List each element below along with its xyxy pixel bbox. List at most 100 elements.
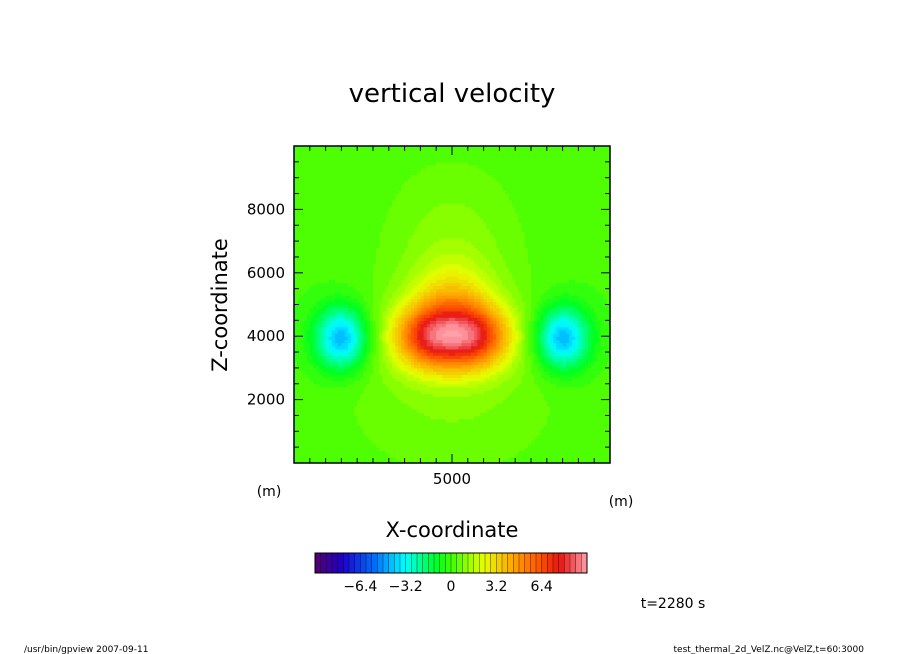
heatmap-cell <box>578 339 583 344</box>
heatmap-cell <box>480 304 485 309</box>
heatmap-cell <box>366 371 371 375</box>
heatmap-cell <box>322 428 327 432</box>
heatmap-cell <box>477 348 482 353</box>
heatmap-cell <box>341 339 346 344</box>
heatmap-cell <box>331 447 336 451</box>
heatmap-cell <box>433 361 437 366</box>
heatmap-cell <box>581 342 586 347</box>
heatmap-cell <box>502 364 507 369</box>
heatmap-cell <box>512 447 516 451</box>
heatmap-cell <box>376 421 380 426</box>
heatmap-cell <box>597 459 602 463</box>
heatmap-cell <box>581 336 586 340</box>
heatmap-cell <box>360 402 365 407</box>
heatmap-cell <box>328 345 333 350</box>
heatmap-cell <box>534 326 538 331</box>
heatmap-cell <box>338 459 342 463</box>
heatmap-cell <box>470 424 475 429</box>
heatmap-cell <box>455 437 459 442</box>
heatmap-cell <box>395 361 399 366</box>
heatmap-cell <box>303 336 308 340</box>
heatmap-cell <box>420 443 425 448</box>
heatmap-cell <box>312 364 317 369</box>
heatmap-cell <box>366 459 371 463</box>
heatmap-cell <box>344 402 349 407</box>
heatmap-cell <box>354 421 358 426</box>
heatmap-cell <box>306 374 311 379</box>
heatmap-cell <box>417 348 421 353</box>
heatmap-cell <box>382 424 387 429</box>
heatmap-cell <box>379 352 384 356</box>
heatmap-cell <box>312 450 317 455</box>
heatmap-cell <box>401 314 406 318</box>
heatmap-cell <box>505 342 510 347</box>
heatmap-cell <box>452 428 456 432</box>
heatmap-cell <box>395 380 399 385</box>
heatmap-cell <box>502 339 507 344</box>
heatmap-cell <box>540 320 545 325</box>
heatmap-cell <box>306 323 311 328</box>
heatmap-cell <box>414 415 418 420</box>
heatmap-cell <box>477 377 482 382</box>
heatmap-cell <box>328 377 333 382</box>
heatmap-cell <box>379 456 384 461</box>
heatmap-cell <box>328 310 333 315</box>
heatmap-cell <box>515 390 519 394</box>
heatmap-cell <box>568 415 573 420</box>
heatmap-cell <box>442 348 447 353</box>
heatmap-cell <box>423 396 428 401</box>
heatmap-cell <box>442 358 447 363</box>
heatmap-cell <box>445 440 450 445</box>
heatmap-cell <box>347 358 352 363</box>
heatmap-cell <box>414 447 418 451</box>
heatmap-cell <box>600 390 605 394</box>
heatmap-cell <box>518 358 523 363</box>
heatmap-cell <box>534 390 538 394</box>
heatmap-cell <box>534 339 538 344</box>
heatmap-cell <box>575 418 579 423</box>
heatmap-cell <box>322 307 327 312</box>
heatmap-cell <box>546 390 551 394</box>
heatmap-cell <box>316 383 320 388</box>
heatmap-cell <box>303 358 308 363</box>
heatmap-cell <box>360 339 365 344</box>
heatmap-cell <box>483 304 488 309</box>
heatmap-cell <box>527 453 532 458</box>
heatmap-cell <box>294 367 298 372</box>
heatmap-cell <box>391 437 396 442</box>
heatmap-cell <box>442 329 447 334</box>
heatmap-cell <box>319 342 324 347</box>
heatmap-cell <box>328 307 333 312</box>
heatmap-cell <box>376 380 380 385</box>
heatmap-cell <box>474 358 478 363</box>
heatmap-cell <box>537 358 542 363</box>
heatmap-cell <box>341 412 346 417</box>
heatmap-cell <box>524 310 529 315</box>
heatmap-cell <box>512 409 516 413</box>
heatmap-cell <box>398 371 403 375</box>
heatmap-cell <box>379 333 384 337</box>
heatmap-cell <box>493 304 497 309</box>
heatmap-cell <box>553 352 557 356</box>
heatmap-cell <box>363 418 368 423</box>
heatmap-cell <box>483 352 488 356</box>
heatmap-cell <box>338 374 342 379</box>
heatmap-cell <box>294 333 298 337</box>
heatmap-cell <box>584 364 589 369</box>
heatmap-cell <box>455 396 459 401</box>
heatmap-cell <box>341 390 346 394</box>
heatmap-cell <box>410 418 415 423</box>
heatmap-cell <box>455 418 459 423</box>
heatmap-cell <box>499 314 504 318</box>
heatmap-cell <box>388 424 393 429</box>
heatmap-cell <box>499 329 504 334</box>
heatmap-cell <box>433 434 437 439</box>
heatmap-cell <box>483 396 488 401</box>
heatmap-cell <box>429 453 434 458</box>
heatmap-cell <box>568 348 573 353</box>
heatmap-cell <box>439 329 444 334</box>
heatmap-cell <box>534 364 538 369</box>
heatmap-cell <box>496 348 500 353</box>
heatmap-cell <box>474 352 478 356</box>
heatmap-cell <box>341 447 346 451</box>
